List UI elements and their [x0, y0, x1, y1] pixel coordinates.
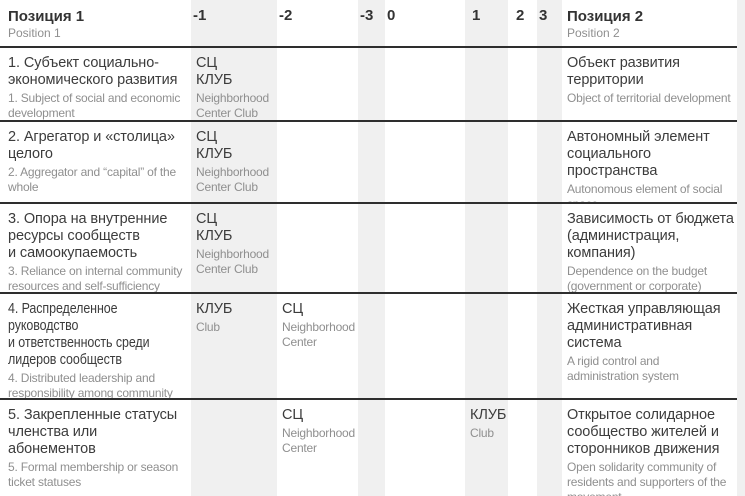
header-position1-en: Position 1 — [8, 26, 61, 40]
cell-position1: 2. Агрегатор и «столица» целого 2. Aggre… — [0, 122, 191, 202]
cell-position2: Открытое солидарное сообщество жителей и… — [562, 400, 737, 496]
cell-position2: Объект развития территории Object of ter… — [562, 48, 737, 120]
mark-en: Neighborhood Center — [282, 426, 355, 455]
scale-label-2: 2 — [516, 7, 525, 24]
column-band-plus1 — [465, 0, 508, 496]
cell-mark: СЦ КЛУБ Neighborhood Center Club — [191, 122, 277, 202]
cell-position2: Зависимость от бюджета (администрация, к… — [562, 204, 737, 292]
mark-en: Neighborhood Center Club — [196, 165, 269, 194]
position1-en: 5. Formal membership or season ticket st… — [8, 460, 179, 489]
position2-en: Open solidarity community of residents a… — [567, 460, 727, 496]
column-band-plus3 — [537, 0, 562, 496]
cell-mark: СЦ Neighborhood Center — [277, 400, 358, 496]
scale-label-1: 1 — [472, 7, 481, 24]
header-position2: Позиция 2 Position 2 — [562, 0, 737, 46]
position1-en: 1. Subject of social and economic develo… — [8, 91, 181, 120]
mark-ru: СЦ — [282, 407, 303, 423]
position1-en: 3. Reliance on internal community resour… — [8, 264, 183, 292]
table-row: 4. Распределенное руководство и ответств… — [0, 292, 737, 398]
mark-ru: СЦ — [282, 301, 303, 317]
position2-ru: Зависимость от бюджета (администрация, к… — [567, 211, 734, 261]
column-band-minus3 — [358, 0, 385, 496]
cell-position1: 4. Распределенное руководство и ответств… — [0, 294, 191, 398]
position2-ru: Объект развития территории — [567, 55, 680, 88]
position2-ru: Жесткая управляющая административная сис… — [567, 301, 721, 351]
mark-en: Club — [196, 320, 220, 334]
mark-ru: СЦ КЛУБ — [196, 129, 233, 162]
header-position2-ru: Позиция 2 — [567, 8, 644, 25]
table-row: 1. Субъект социально- экономического раз… — [0, 46, 737, 120]
mark-ru: СЦ КЛУБ — [196, 55, 233, 88]
mark-ru: КЛУБ — [470, 407, 507, 423]
table-row: 5. Закрепленные статусы членства или або… — [0, 398, 737, 496]
position2-en: Autonomous element of social space — [567, 182, 723, 202]
table-row: 2. Агрегатор и «столица» целого 2. Aggre… — [0, 120, 737, 202]
cell-position2: Жесткая управляющая административная сис… — [562, 294, 737, 398]
cell-mark: СЦ КЛУБ Neighborhood Center Club — [191, 204, 277, 292]
position1-ru: 4. Распределенное руководство и ответств… — [8, 301, 150, 368]
cell-position2: Автономный элемент социального пространс… — [562, 122, 737, 202]
position2-en: A rigid control and administration syste… — [567, 354, 679, 383]
table-row: 3. Опора на внутренние ресурсы сообществ… — [0, 202, 737, 292]
mark-en: Neighborhood Center Club — [196, 91, 269, 120]
column-band-right-edge — [737, 0, 745, 496]
mark-en: Neighborhood Center — [282, 320, 355, 349]
mark-en: Club — [470, 426, 494, 440]
position1-ru: 5. Закрепленные статусы членства или або… — [8, 407, 178, 457]
scale-label-minus3: -3 — [360, 7, 374, 24]
mark-en: Neighborhood Center Club — [196, 247, 269, 276]
cell-mark: СЦ Neighborhood Center — [277, 294, 358, 398]
cell-position1: 5. Закрепленные статусы членства или або… — [0, 400, 191, 496]
position2-en: Object of territorial development — [567, 91, 731, 105]
position1-ru: 3. Опора на внутренние ресурсы сообществ… — [8, 211, 168, 261]
scale-label-minus1: -1 — [193, 7, 207, 24]
header-position1-ru: Позиция 1 — [8, 8, 85, 25]
cell-position1: 3. Опора на внутренние ресурсы сообществ… — [0, 204, 191, 292]
position2-ru: Автономный элемент социального пространс… — [567, 129, 710, 179]
cell-mark: КЛУБ Club — [191, 294, 277, 398]
table-header-row: Позиция 1 Position 1 -1 -2 -3 0 1 2 3 По… — [0, 0, 737, 46]
scale-label-minus2: -2 — [279, 7, 293, 24]
column-band-minus1 — [191, 0, 277, 496]
position1-en: 2. Aggregator and “capital” of the whole — [8, 165, 176, 194]
position2-ru: Открытое солидарное сообщество жителей и… — [567, 407, 720, 457]
position1-en: 4. Distributed leadership and responsibi… — [8, 371, 173, 398]
mark-ru: КЛУБ — [196, 301, 233, 317]
scale-label-0: 0 — [387, 7, 396, 24]
cell-mark: СЦ КЛУБ Neighborhood Center Club — [191, 48, 277, 120]
scale-label-3: 3 — [539, 7, 548, 24]
mark-ru: СЦ КЛУБ — [196, 211, 233, 244]
position1-ru: 1. Субъект социально- экономического раз… — [8, 55, 178, 88]
header-position1: Позиция 1 Position 1 — [0, 0, 191, 46]
position1-ru: 2. Агрегатор и «столица» целого — [8, 129, 175, 162]
position2-en: Dependence on the budget (government or … — [567, 264, 707, 292]
cell-mark: КЛУБ Club — [465, 400, 508, 496]
header-position2-en: Position 2 — [567, 26, 620, 40]
cell-position1: 1. Субъект социально- экономического раз… — [0, 48, 191, 120]
